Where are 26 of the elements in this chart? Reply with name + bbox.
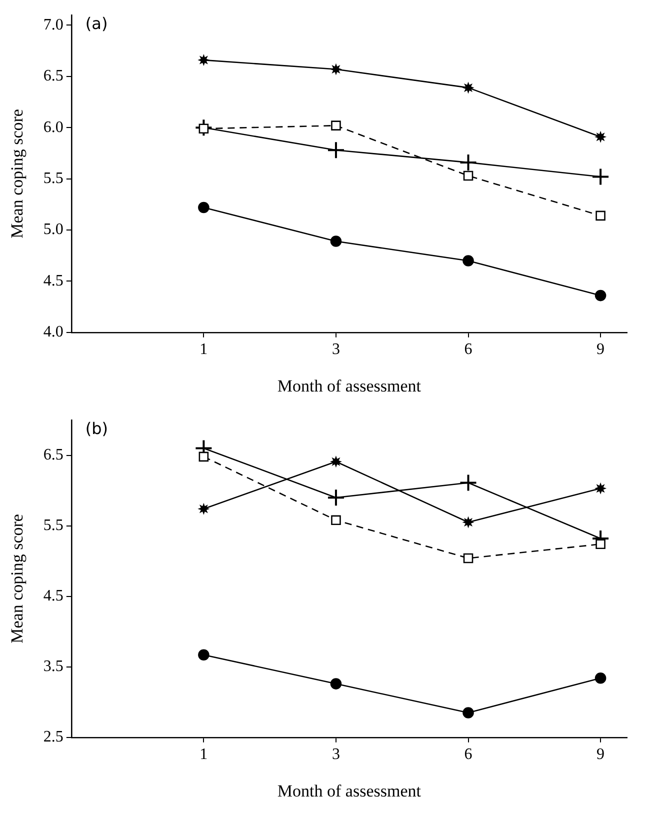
y-tick-label: 5.5 bbox=[43, 170, 64, 188]
y-tick-label: 2.5 bbox=[43, 728, 64, 746]
y-tick-label: 6.0 bbox=[43, 118, 64, 136]
x-tick-label: 9 bbox=[596, 341, 605, 358]
y-axis-title: Mean coping score bbox=[8, 109, 27, 238]
x-axis-title: Month of assessment bbox=[277, 376, 422, 396]
x-tick-label: 6 bbox=[464, 746, 472, 764]
y-tick-label: 4.5 bbox=[43, 272, 64, 290]
y-tick-label: 3.5 bbox=[43, 658, 64, 676]
x-tick-label: 3 bbox=[332, 746, 340, 764]
chart-title: (a) bbox=[85, 14, 108, 34]
x-axis-title: Month of assessment bbox=[277, 781, 422, 800]
y-tick-label: 6.5 bbox=[43, 68, 64, 85]
x-tick-label: 6 bbox=[464, 341, 472, 358]
x-tick-label: 9 bbox=[596, 746, 605, 764]
y-tick-label: 4.0 bbox=[43, 324, 64, 341]
x-tick-label: 3 bbox=[332, 341, 340, 358]
x-tick-label: 1 bbox=[200, 746, 208, 764]
y-tick-label: 7.0 bbox=[43, 16, 64, 34]
y-tick-label: 4.5 bbox=[43, 588, 64, 605]
y-tick-label: 6.5 bbox=[43, 446, 64, 464]
y-tick-label: 5.5 bbox=[43, 517, 64, 534]
chart-title: (b) bbox=[85, 419, 108, 438]
x-tick-label: 1 bbox=[200, 341, 208, 358]
y-tick-label: 5.0 bbox=[43, 221, 64, 238]
y-axis-title: Mean coping score bbox=[8, 514, 27, 644]
